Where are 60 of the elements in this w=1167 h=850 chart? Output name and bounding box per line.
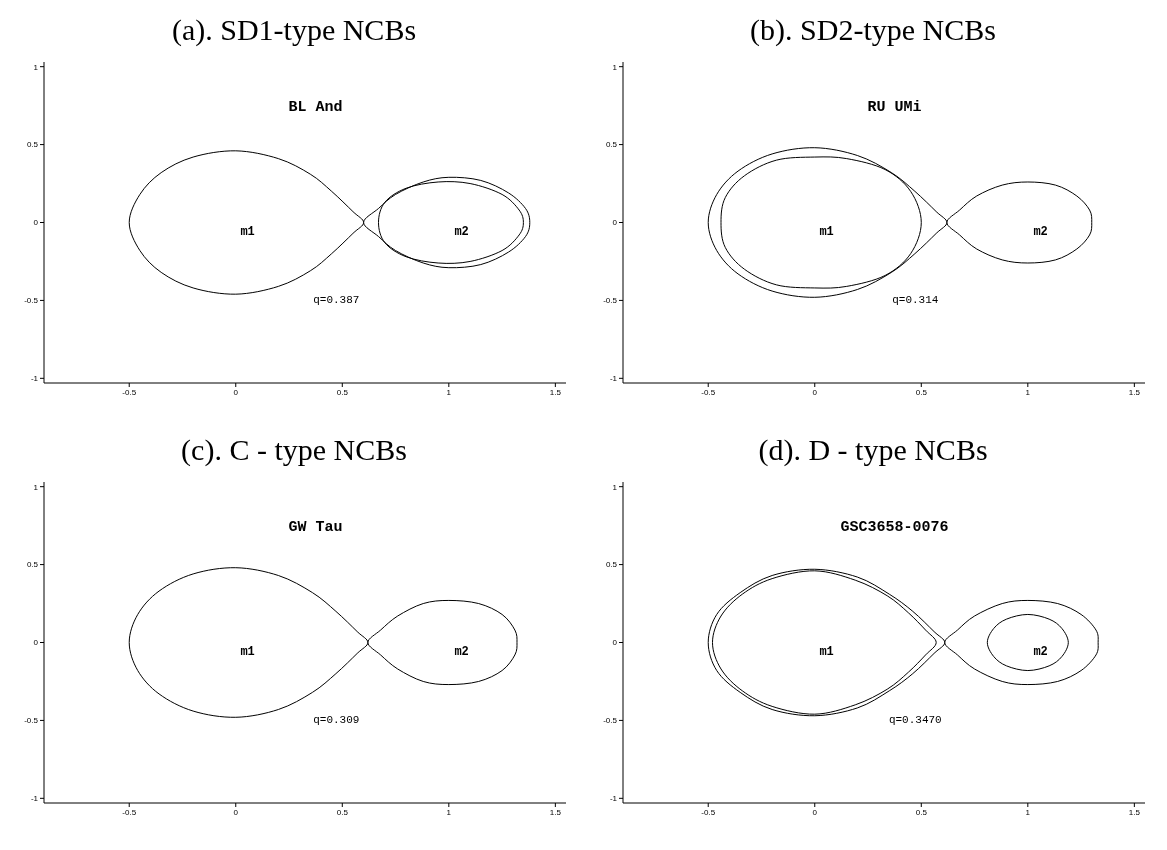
annotation: q=0.3470 [888, 713, 942, 726]
annotation: m2 [454, 225, 469, 240]
y-tick-label: -1 [609, 374, 618, 384]
annotation: m1 [819, 225, 834, 240]
y-tick-label: 0.5 [26, 140, 39, 150]
x-tick-label: 0.5 [336, 807, 349, 817]
annotation: q=0.387 [313, 293, 360, 306]
x-tick-label: -0.5 [701, 807, 716, 817]
x-tick-label: 1 [446, 807, 452, 817]
x-tick-label: 0 [812, 387, 818, 397]
y-tick-label: 0.5 [26, 560, 39, 570]
x-tick-label: 1 [446, 387, 452, 397]
x-tick-label: 0 [233, 387, 239, 397]
x-tick-label: 0 [233, 807, 239, 817]
annotation: m1 [819, 645, 834, 660]
x-tick-label: 1 [1025, 387, 1031, 397]
y-tick-label: 1 [612, 482, 618, 492]
y-tick-label: -0.5 [24, 296, 39, 306]
y-tick-label: -1 [609, 794, 618, 804]
y-tick-label: 1 [33, 482, 39, 492]
annotation: GW Tau [288, 518, 343, 536]
x-tick-label: -0.5 [122, 387, 137, 397]
annotation: GSC3658-0076 [840, 518, 949, 536]
y-tick-label: 0.5 [605, 140, 618, 150]
x-tick-label: 1.5 [549, 807, 562, 817]
annotation: m2 [454, 645, 469, 660]
x-tick-label: 0 [812, 807, 818, 817]
y-tick-label: 0 [612, 218, 618, 228]
y-tick-label: -0.5 [24, 716, 39, 726]
y-tick-label: 1 [612, 62, 618, 72]
x-tick-label: -0.5 [701, 387, 716, 397]
y-tick-label: 0.5 [605, 560, 618, 570]
x-tick-label: 0.5 [915, 807, 928, 817]
chart-title: (a). SD1-type NCBs [170, 12, 418, 48]
x-tick-label: 0.5 [915, 387, 928, 397]
annotation: q=0.314 [892, 293, 939, 306]
annotation: m1 [240, 645, 255, 660]
x-tick-label: 1 [1025, 807, 1031, 817]
y-tick-label: -0.5 [603, 296, 618, 306]
x-tick-label: 1.5 [1128, 387, 1141, 397]
annotation: m2 [1033, 645, 1048, 660]
y-tick-label: 0 [612, 638, 618, 648]
chart-title: (d). D - type NCBs [757, 432, 989, 468]
x-tick-label: 1.5 [1128, 807, 1141, 817]
annotation: BL And [288, 98, 343, 116]
chart-title: (c). C - type NCBs [180, 432, 408, 468]
y-tick-label: 0 [33, 638, 39, 648]
annotation: RU UMi [867, 98, 922, 116]
x-tick-label: -0.5 [122, 807, 137, 817]
chart-title: (b). SD2-type NCBs [749, 12, 997, 48]
y-tick-label: 1 [33, 62, 39, 72]
y-tick-label: -0.5 [603, 716, 618, 726]
y-tick-label: -1 [30, 374, 39, 384]
y-tick-label: -1 [30, 794, 39, 804]
annotation: q=0.309 [313, 713, 360, 726]
x-tick-label: 1.5 [549, 387, 562, 397]
annotation: m1 [240, 225, 255, 240]
x-tick-label: 0.5 [336, 387, 349, 397]
y-tick-label: 0 [33, 218, 39, 228]
annotation: m2 [1033, 225, 1048, 240]
